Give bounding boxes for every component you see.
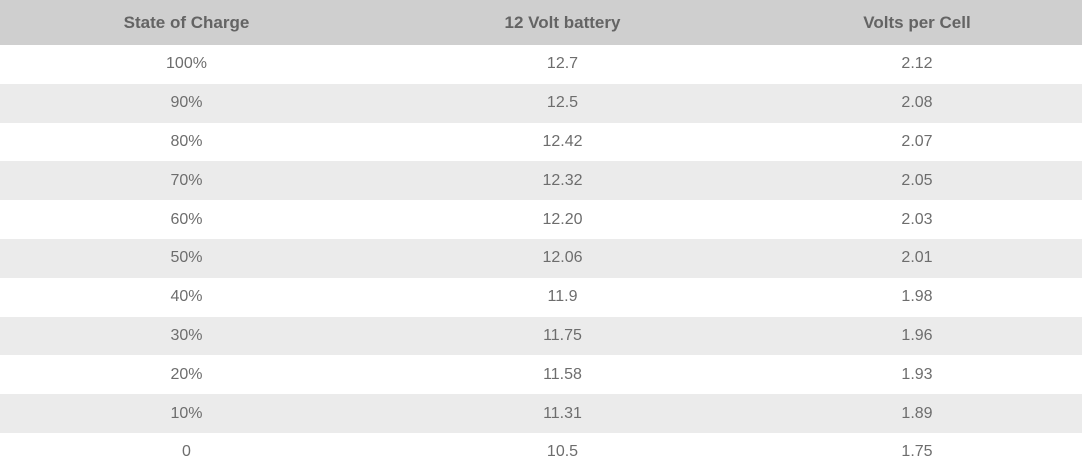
table-row: 20% 11.58 1.93	[0, 355, 1082, 395]
cell-state-of-charge: 10%	[170, 404, 203, 422]
header-row: State of Charge 12 Volt battery Volts pe…	[0, 0, 1082, 45]
cell-state-of-charge: 60%	[170, 210, 203, 228]
cell-volts-per-cell: 1.89	[901, 404, 933, 422]
cell-12-volt-battery: 12.32	[542, 171, 583, 189]
cell-state-of-charge: 100%	[166, 55, 207, 73]
cell-volts-per-cell: 2.08	[901, 94, 933, 112]
table-row: 0 10.5 1.75	[0, 432, 1082, 472]
cell-12-volt-battery: 10.5	[546, 443, 579, 461]
cell-volts-per-cell: 2.03	[901, 210, 933, 228]
cell-volts-per-cell: 1.96	[901, 326, 933, 344]
table-row: 70% 12.32 2.05	[0, 161, 1082, 201]
cell-volts-per-cell: 2.01	[901, 249, 933, 267]
header-12-volt-battery: 12 Volt battery	[504, 12, 621, 32]
table-row: 40% 11.9 1.98	[0, 277, 1082, 317]
cell-state-of-charge: 20%	[170, 365, 203, 383]
cell-state-of-charge: 90%	[170, 94, 203, 112]
cell-12-volt-battery: 12.06	[542, 249, 583, 267]
cell-state-of-charge: 30%	[170, 326, 203, 344]
cell-state-of-charge: 0	[182, 443, 191, 461]
cell-12-volt-battery: 11.75	[543, 326, 582, 344]
table-row: 50% 12.06 2.01	[0, 238, 1082, 278]
table-row: 90% 12.5 2.08	[0, 83, 1082, 123]
cell-volts-per-cell: 1.75	[901, 443, 933, 461]
table-row: 100% 12.7 2.12	[0, 45, 1082, 84]
header-volts-per-cell: Volts per Cell	[863, 12, 971, 32]
cell-state-of-charge: 40%	[170, 288, 203, 306]
cell-volts-per-cell: 1.93	[901, 365, 933, 383]
cell-volts-per-cell: 2.05	[901, 171, 933, 189]
table-header: State of Charge 12 Volt battery Volts pe…	[0, 0, 1082, 45]
header-state-of-charge: State of Charge	[123, 12, 250, 32]
cell-12-volt-battery: 11.31	[543, 404, 582, 422]
table-row: 80% 12.42 2.07	[0, 122, 1082, 162]
cell-12-volt-battery: 11.58	[543, 365, 582, 383]
cell-12-volt-battery: 12.5	[546, 94, 579, 112]
cell-12-volt-battery: 11.9	[547, 288, 578, 306]
table-body: 100% 12.7 2.12 90% 12.5 2.08 80% 12.42 2…	[0, 45, 1082, 472]
table-row: 30% 11.75 1.96	[0, 316, 1082, 356]
cell-volts-per-cell: 2.07	[901, 132, 933, 150]
cell-12-volt-battery: 12.20	[542, 210, 583, 228]
cell-12-volt-battery: 12.42	[542, 132, 583, 150]
cell-state-of-charge: 70%	[170, 171, 203, 189]
table-row: 10% 11.31 1.89	[0, 394, 1082, 433]
cell-state-of-charge: 50%	[170, 249, 203, 267]
cell-volts-per-cell: 1.98	[901, 288, 933, 306]
table-row: 60% 12.20 2.03	[0, 200, 1082, 239]
cell-volts-per-cell: 2.12	[901, 55, 933, 73]
cell-state-of-charge: 80%	[170, 132, 203, 150]
cell-12-volt-battery: 12.7	[546, 55, 579, 73]
